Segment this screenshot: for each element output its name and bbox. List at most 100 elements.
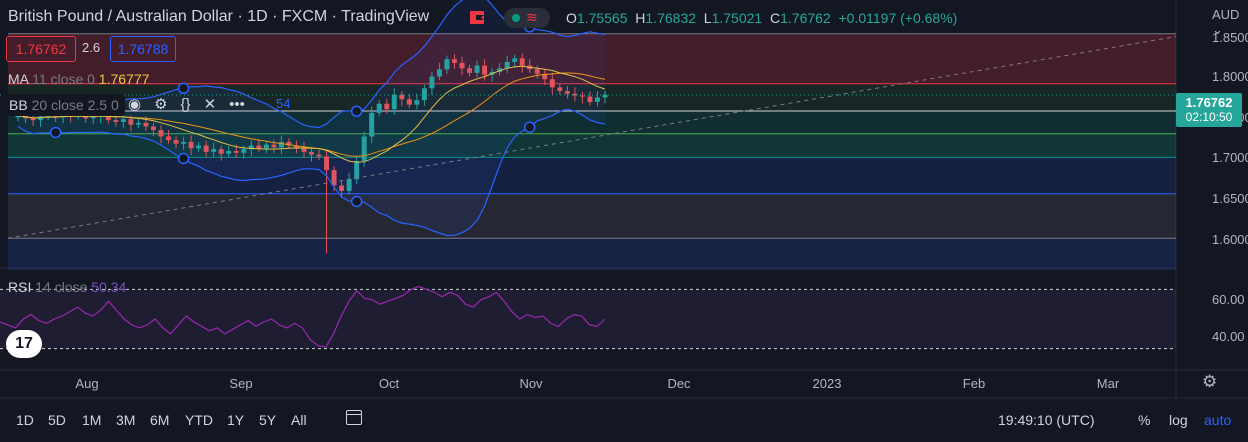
time-axis-label: Oct — [378, 376, 400, 391]
bb-lower-line — [17, 108, 606, 237]
ma-line — [17, 65, 606, 163]
settings-icon[interactable]: ⚙ — [1202, 372, 1218, 391]
source-code-icon[interactable]: {} — [180, 96, 191, 113]
candle-body — [534, 69, 540, 74]
candle-body — [331, 170, 337, 186]
currency-selector[interactable]: AUD ⌄ — [1212, 7, 1248, 38]
current-price-tag: 1.76762 02:10:50 — [1176, 93, 1242, 127]
utc-clock[interactable]: 19:49:10 (UTC) — [998, 412, 1095, 428]
candle-body — [512, 58, 518, 62]
candle-body — [587, 96, 593, 102]
rsi-params: 14 close — [35, 279, 88, 295]
time-axis-label: Nov — [519, 376, 543, 391]
rsi-label: RSI — [8, 279, 32, 295]
bb-anchor-point — [350, 195, 363, 208]
candle-body — [271, 144, 277, 148]
candle-body — [256, 145, 262, 149]
candle-body — [444, 59, 450, 70]
range-5d[interactable]: 5D — [48, 412, 66, 428]
candle-body — [557, 87, 563, 92]
candle-body — [429, 76, 435, 89]
market-open-dot-icon — [512, 14, 520, 22]
bb-label: BB — [9, 97, 28, 113]
market-status-pill[interactable] — [504, 8, 550, 28]
gear-icon[interactable]: ⚙ — [154, 96, 168, 113]
price-axis-label: 1.70000 — [1212, 150, 1248, 165]
candle-body — [369, 112, 375, 137]
close-value: 1.76762 — [780, 10, 831, 26]
calendar-icon[interactable] — [346, 410, 362, 425]
candle-body — [143, 122, 149, 127]
range-1m[interactable]: 1M — [82, 412, 102, 428]
candle-body — [203, 145, 209, 152]
ma-legend[interactable]: MA 11 close 0 1.76777 — [8, 71, 149, 87]
time-axis-label: 2023 — [812, 376, 842, 391]
rsi-legend[interactable]: RSI 14 close 50.34 — [8, 279, 126, 295]
candle-body — [459, 62, 465, 69]
candle-body — [158, 130, 164, 137]
more-icon[interactable]: ••• — [229, 96, 245, 113]
candle-body — [181, 141, 187, 144]
candle-body — [301, 148, 307, 152]
candle-body — [549, 79, 555, 88]
range-1d[interactable]: 1D — [16, 412, 34, 428]
candle-body — [293, 145, 299, 149]
rsi-pane-background — [0, 268, 1176, 370]
bb-legend-actions: ◉ ⚙ {} ✕ ••• — [128, 94, 258, 116]
candle-body — [376, 103, 382, 113]
candle-body — [361, 136, 367, 161]
range-ytd[interactable]: YTD — [185, 412, 213, 428]
low-label: L — [703, 10, 712, 26]
close-icon[interactable]: ✕ — [203, 96, 217, 113]
candle-body — [391, 94, 397, 110]
range-6m[interactable]: 6M — [150, 412, 170, 428]
bb-anchor-point — [177, 82, 190, 95]
candle-body — [436, 69, 442, 77]
candle-body — [188, 141, 194, 149]
bar-countdown: 02:10:50 — [1185, 110, 1233, 124]
candle-body — [38, 116, 44, 121]
candle-body — [482, 65, 488, 75]
symbol-title[interactable]: British Pound / Australian Dollar · 1D ·… — [8, 8, 430, 25]
range-3m[interactable]: 3M — [116, 412, 136, 428]
fib-band — [8, 238, 1176, 270]
price-axis-label: 1.60000 — [1212, 232, 1248, 247]
candle-body — [218, 149, 224, 154]
bb-anchor-point — [49, 126, 62, 139]
log-toggle[interactable]: log — [1169, 412, 1188, 428]
candle-body — [542, 73, 548, 80]
open-value: 1.75565 — [576, 10, 628, 26]
candle-body — [579, 95, 585, 97]
candle-body — [451, 59, 457, 63]
percent-toggle[interactable]: % — [1138, 412, 1151, 428]
price-axis-label: 1.65000 — [1212, 191, 1248, 206]
candle-body — [278, 141, 284, 148]
candle-body — [241, 149, 247, 153]
range-all[interactable]: All — [291, 412, 307, 428]
bb-fill — [18, 0, 605, 236]
eye-icon[interactable]: ◉ — [128, 96, 142, 113]
range-1y[interactable]: 1Y — [227, 412, 245, 428]
ma-label: MA — [8, 71, 29, 87]
sell-button[interactable]: 1.76762 — [6, 36, 76, 62]
candle-body — [346, 179, 352, 191]
rsi-band — [0, 289, 1176, 349]
tradingview-logo[interactable]: 17 — [6, 330, 42, 358]
fib-band — [8, 33, 1176, 84]
range-5y[interactable]: 5Y — [259, 412, 277, 428]
auto-toggle[interactable]: auto — [1204, 412, 1232, 428]
wave-icon: ≋ — [526, 9, 538, 25]
candle-body — [497, 68, 503, 72]
price-axis-label: 1.85000 — [1212, 30, 1248, 45]
bb-anchor-point — [177, 152, 190, 165]
candle-body — [504, 61, 510, 69]
bb-value-tail: 54 — [276, 96, 291, 111]
buy-button[interactable]: 1.76788 — [110, 36, 176, 62]
flag-icon[interactable] — [470, 11, 484, 24]
bb-legend[interactable]: BB 20 close 2.5 0 — [3, 94, 125, 116]
candle-body — [414, 100, 420, 105]
bb-anchor-point — [350, 105, 363, 117]
change-value: +0.01197 (+0.68%) — [838, 10, 958, 26]
candle-body — [286, 141, 292, 146]
